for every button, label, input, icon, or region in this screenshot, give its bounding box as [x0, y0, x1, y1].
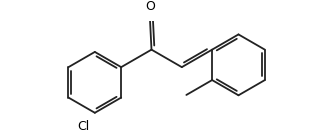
Text: O: O	[145, 0, 155, 13]
Text: Cl: Cl	[78, 120, 90, 133]
